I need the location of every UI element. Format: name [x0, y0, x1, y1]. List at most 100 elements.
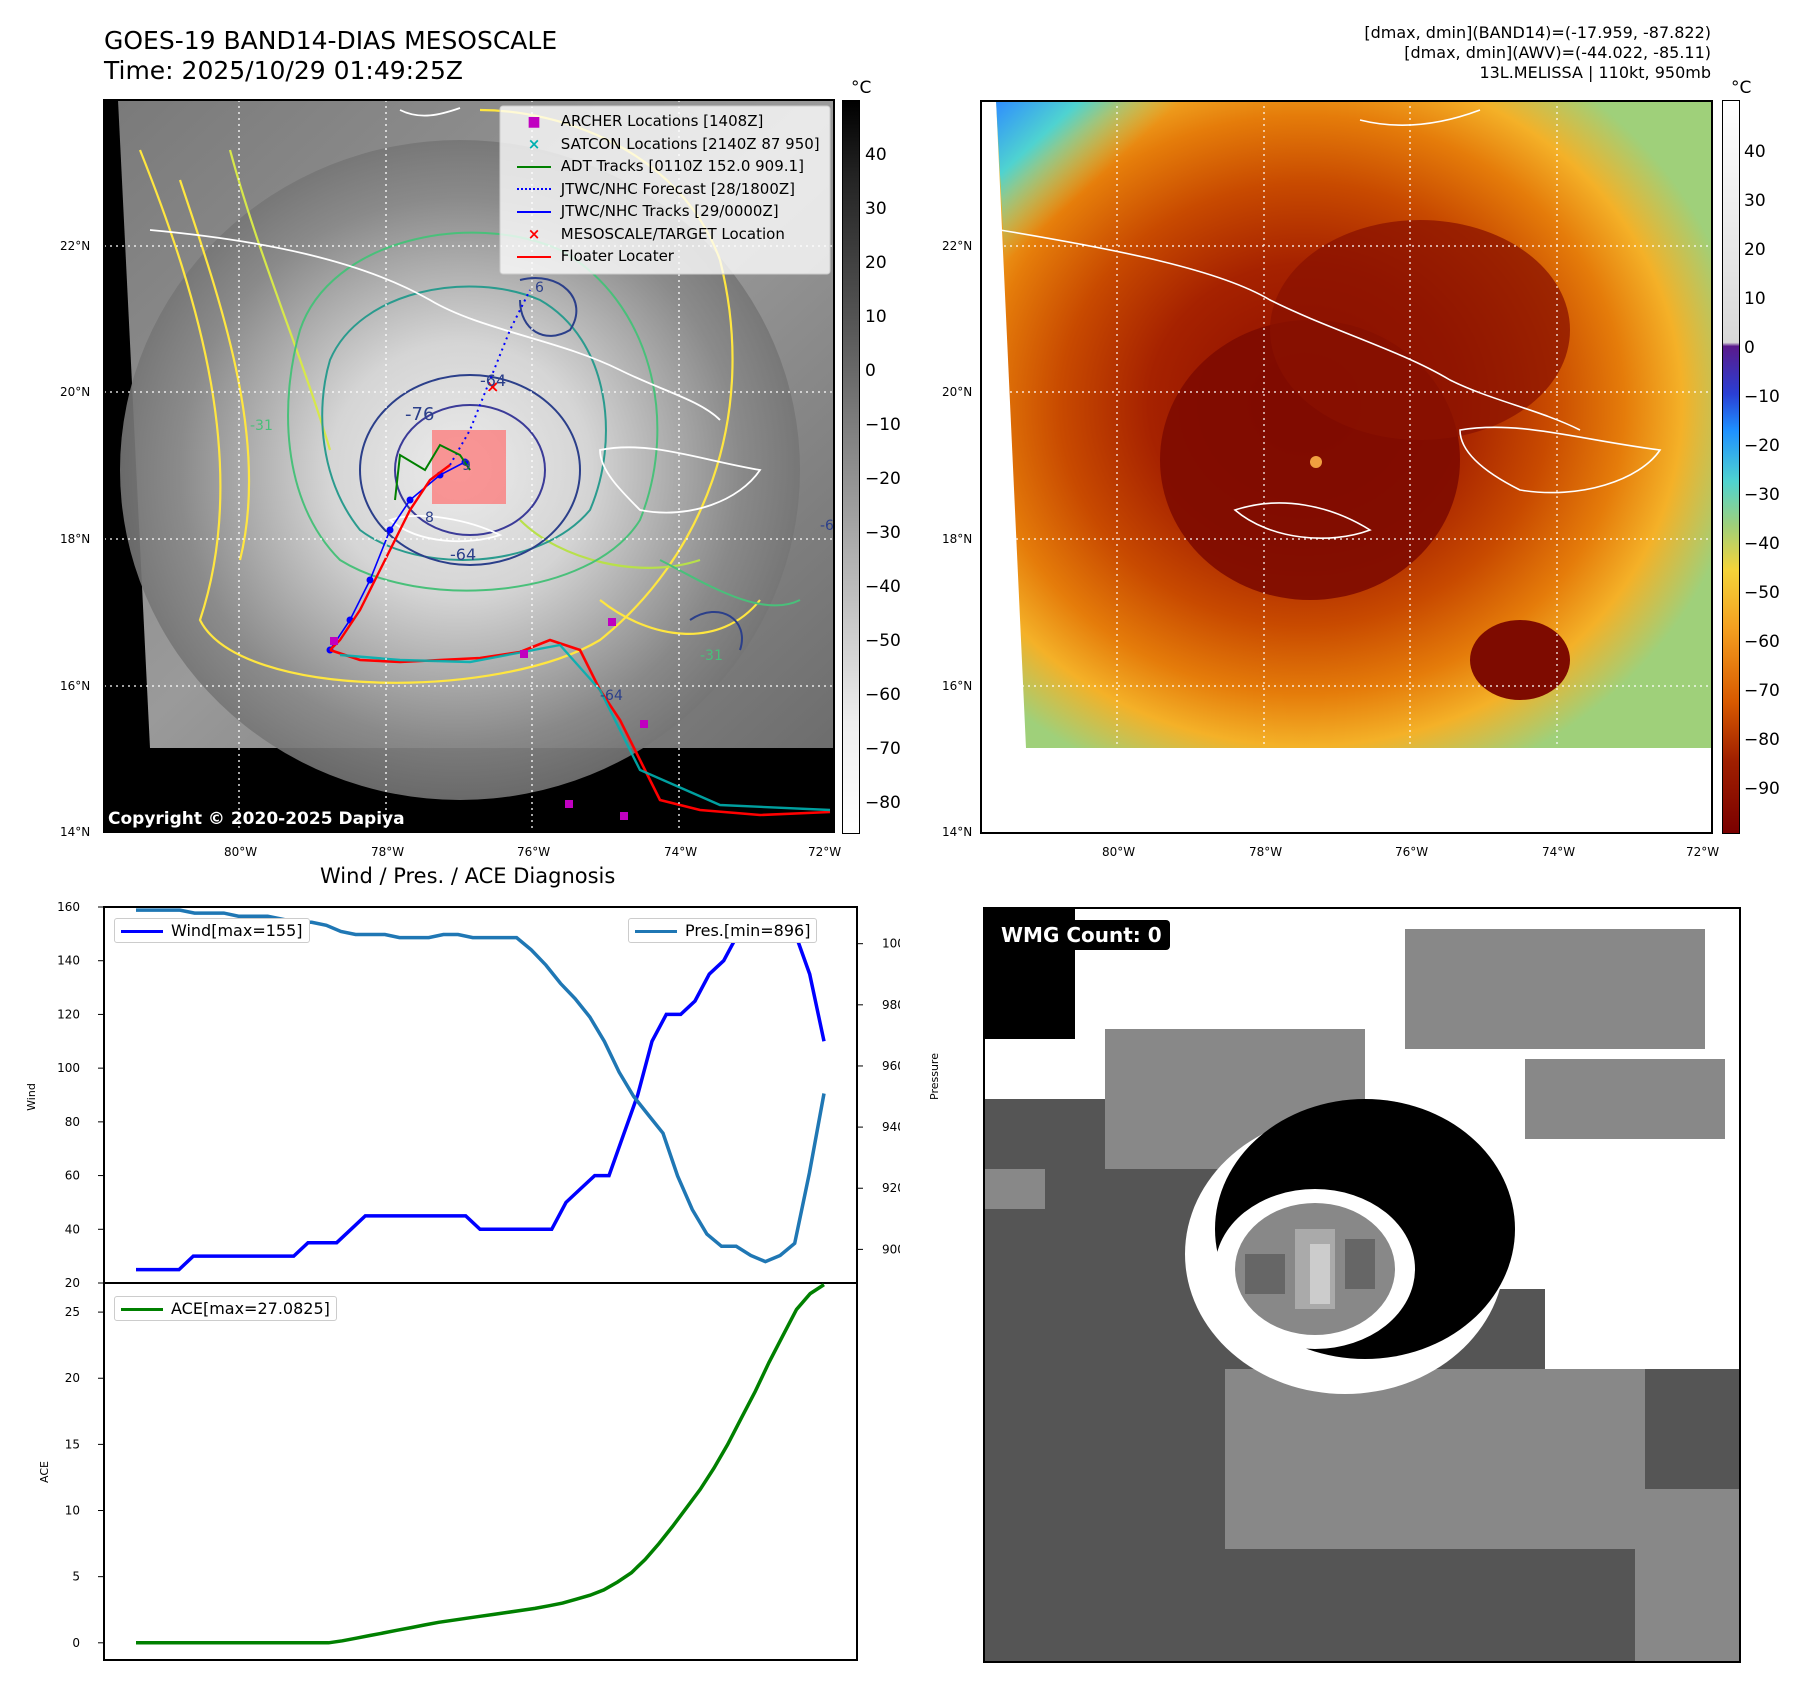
- lat-tick: 20°N: [942, 385, 973, 399]
- lat-tick: 22°N: [942, 239, 973, 253]
- awv-south-blob: [1470, 620, 1570, 700]
- lon-tick: 76°W: [517, 845, 551, 859]
- pressure-legend-label: Pres.[min=896]: [685, 921, 811, 940]
- mesoscale-target-marker: ×: [486, 377, 499, 396]
- cb-tick: −50: [865, 631, 901, 651]
- cb-tick: −10: [865, 415, 901, 435]
- info-storm: 13L.MELISSA | 110kt, 950mb: [1479, 63, 1711, 82]
- cb-tick: 20: [865, 253, 887, 273]
- copyright: Copyright © 2020-2025 Dapiya: [108, 809, 405, 829]
- mesoscale-legend-icon: ×: [527, 224, 541, 243]
- cb-tick: −80: [1744, 730, 1780, 750]
- cb-tick: −30: [865, 523, 901, 543]
- wind-axis-tick-label: 20: [65, 1276, 80, 1290]
- lat-tick: 14°N: [60, 825, 91, 839]
- ace-axis-tick-label: 25: [65, 1305, 80, 1319]
- diagnosis-title: Wind / Pres. / ACE Diagnosis: [320, 864, 616, 888]
- lat-tick: 18°N: [60, 532, 91, 546]
- legend-adt: ADT Tracks [0110Z 152.0 909.1]: [512, 157, 820, 180]
- info-awv: [dmax, dmin](AWV)=(-44.022, -85.11): [1404, 43, 1711, 62]
- contour-label: -31: [700, 648, 723, 664]
- cb-tick: −90: [1744, 779, 1780, 799]
- archer-points: [330, 618, 648, 820]
- ace-legend-swatch: [121, 1308, 163, 1311]
- cb-tick: 0: [865, 361, 876, 381]
- forecast-legend-icon: [517, 188, 551, 190]
- legend-label: Floater Locater: [560, 247, 674, 265]
- colorbar-left: [842, 100, 860, 834]
- legend-label: MESOSCALE/TARGET Location: [560, 224, 785, 243]
- wmg-panel: [983, 907, 1741, 1663]
- awv-secondary-core: [1270, 220, 1570, 440]
- lon-tick: 80°W: [1102, 845, 1136, 859]
- wind-ylabel: Wind: [25, 1083, 38, 1111]
- pressure-axis-tick-label: 980: [882, 998, 900, 1012]
- nhc-legend-icon: [517, 210, 551, 213]
- legend-label: ARCHER Locations [1408Z]: [560, 112, 764, 130]
- legend-archer: ■ ARCHER Locations [1408Z]: [512, 112, 820, 135]
- ace-ylabel: ACE: [38, 1461, 51, 1483]
- pressure-axis-tick-label: 920: [882, 1181, 900, 1195]
- wind-series-line: [136, 918, 826, 1272]
- wind-pres-frame: [103, 906, 858, 1284]
- lat-tick: 16°N: [942, 679, 973, 693]
- contours-navy: [359, 277, 743, 651]
- satcon-legend-icon: ×: [527, 134, 541, 153]
- ace-axis-tick-label: 10: [65, 1504, 80, 1518]
- legend-label: JTWC/NHC Forecast [28/1800Z]: [560, 179, 796, 198]
- lon-tick: 78°W: [371, 845, 405, 859]
- cb-tick: −10: [1744, 387, 1780, 407]
- wind-legend-swatch: [121, 930, 163, 933]
- wind-axis-tick-label: 140: [57, 954, 80, 968]
- cb-tick: 10: [865, 307, 887, 327]
- lat-tick: 20°N: [60, 385, 91, 399]
- ace-axis-tick-label: 20: [65, 1371, 80, 1385]
- cb-tick: −20: [1744, 436, 1780, 456]
- archer-legend-icon: ■: [527, 114, 541, 130]
- pressure-axis-tick-label: 940: [882, 1120, 900, 1134]
- legend-nhc: JTWC/NHC Tracks [29/0000Z]: [512, 202, 820, 225]
- cb-tick: −70: [1744, 681, 1780, 701]
- pressure-axis-tick-label: 1000: [882, 937, 900, 951]
- contour-label: -76: [405, 404, 434, 425]
- adt-legend-icon: [517, 165, 551, 168]
- coastlines: [149, 107, 762, 543]
- cb-tick: −80: [865, 793, 901, 813]
- ace-axis-tick-label: 0: [72, 1636, 80, 1650]
- legend-satcon: × SATCON Locations [2140Z 87 950]: [512, 135, 820, 158]
- cb-tick: 30: [1744, 191, 1766, 211]
- contour-label: -64: [820, 518, 843, 534]
- forecast-track: [449, 289, 531, 466]
- legend-floater: Floater Locater: [512, 247, 820, 270]
- band14-map: × -76 -64 -64 -31 -31 -64 -64 6 8 9: [103, 99, 843, 833]
- awv-gridlines: [980, 100, 1713, 834]
- cb-tick: 0: [1744, 338, 1755, 358]
- lat-tick: 22°N: [60, 239, 91, 253]
- legend-label: JTWC/NHC Tracks [29/0000Z]: [560, 202, 779, 220]
- awv-eye: [1310, 456, 1322, 468]
- wmg-image: [985, 909, 1739, 1661]
- wind-axis-tick-label: 100: [57, 1061, 80, 1075]
- lat-tick: 14°N: [942, 825, 973, 839]
- cb-tick: 40: [1744, 142, 1766, 162]
- cb-tick: −40: [865, 577, 901, 597]
- map-title-line1: GOES-19 BAND14-DIAS MESOSCALE: [104, 26, 558, 55]
- cb-tick: −30: [1744, 485, 1780, 505]
- cb-tick: −50: [1744, 583, 1780, 603]
- cb-tick: −60: [1744, 632, 1780, 652]
- colorbar-right: [1722, 100, 1740, 834]
- lat-tick: 18°N: [942, 532, 973, 546]
- pressure-legend: Pres.[min=896]: [628, 918, 818, 943]
- cb-tick: 10: [1744, 289, 1766, 309]
- adt-track: [394, 443, 471, 501]
- wind-legend-label: Wind[max=155]: [171, 921, 303, 940]
- wmg-side-label: Pressure: [928, 1053, 941, 1100]
- contour-label: -64: [480, 371, 506, 390]
- lon-tick: 78°W: [1249, 845, 1283, 859]
- ace-axis-tick-label: 5: [72, 1570, 80, 1584]
- wind-axis-tick-label: 160: [57, 900, 80, 914]
- pressure-legend-swatch: [635, 930, 677, 933]
- floater-legend-icon: [517, 255, 551, 258]
- wind-axis-tick-label: 60: [65, 1169, 80, 1183]
